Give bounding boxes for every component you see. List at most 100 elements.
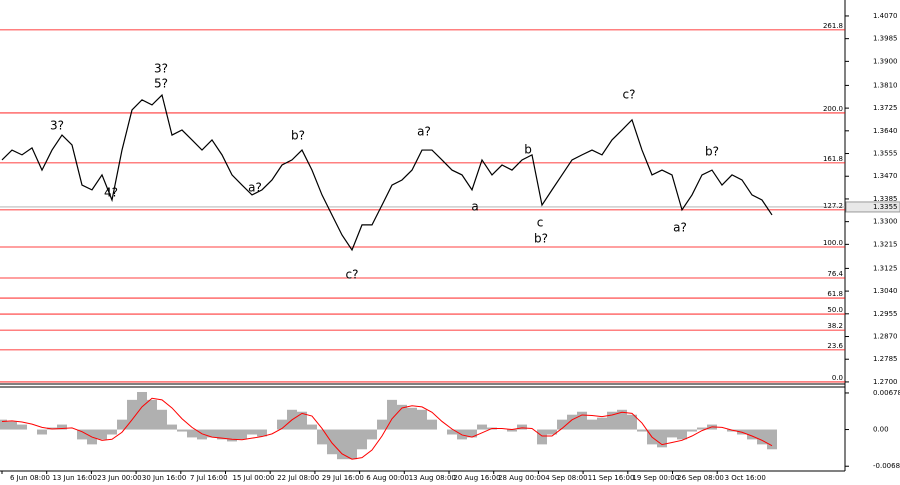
x-tick-label: 6 Aug 00:00 [366, 474, 409, 482]
histogram-bar [637, 429, 647, 432]
histogram-bar [37, 429, 47, 435]
wave-label: a? [673, 221, 687, 235]
histogram-bar [247, 429, 257, 435]
y-tick-label: 1.3300 [873, 218, 898, 226]
histogram-bar [377, 419, 387, 430]
fib-label: 161.8 [823, 155, 843, 163]
histogram-bar [477, 424, 487, 430]
y-tick-label: 1.2785 [873, 355, 898, 363]
histogram-bar [597, 417, 607, 430]
histogram-bar [627, 414, 637, 430]
histogram-bar [517, 424, 527, 430]
histogram-bar [767, 429, 777, 450]
fib-label: 50.0 [827, 306, 843, 314]
histogram-bar [7, 421, 17, 430]
y-tick-label: 1.3040 [873, 287, 898, 295]
histogram-bar [607, 411, 617, 430]
histogram-bar [197, 429, 207, 440]
wave-label: 5? [154, 77, 168, 91]
wave-label: 4? [104, 186, 118, 200]
histogram-bar [217, 429, 227, 440]
histogram-bar [447, 429, 457, 435]
y-tick-label: 1.3215 [873, 240, 898, 248]
histogram-bar [687, 429, 697, 432]
fib-label: 261.8 [823, 22, 843, 30]
wave-label: 3? [154, 62, 168, 76]
histogram-bar [387, 399, 397, 430]
wave-label: c? [623, 88, 636, 102]
histogram-bar [397, 404, 407, 430]
y-tick-label: 1.3640 [873, 127, 898, 135]
y-tick-label: 0.00678 [873, 389, 900, 397]
x-tick-label: 6 Jun 08:00 [10, 474, 50, 482]
x-tick-label: 3 Oct 16:00 [725, 474, 766, 482]
x-tick-label: 30 Jun 16:00 [142, 474, 186, 482]
histogram-bar [407, 407, 417, 430]
histogram-bar [57, 424, 67, 430]
y-tick-label: 1.3900 [873, 57, 898, 65]
y-tick-label: 1.4070 [873, 12, 898, 20]
wave-label: b [524, 143, 532, 157]
histogram-bar [577, 411, 587, 430]
histogram-bar [17, 424, 27, 430]
y-tick-label: 1.3555 [873, 150, 898, 158]
wave-label: c [537, 216, 544, 230]
histogram-bar [417, 409, 427, 430]
histogram-bar [137, 391, 147, 430]
histogram-bar [357, 429, 367, 450]
wave-label: 3? [50, 119, 64, 133]
fib-label: 38.2 [827, 322, 843, 330]
histogram-bar [667, 429, 677, 438]
histogram-bar [157, 409, 167, 430]
wave-label: b? [534, 232, 548, 246]
histogram-bar [677, 429, 687, 440]
histogram-bar [757, 429, 767, 445]
histogram-bar [567, 414, 577, 430]
histogram-bar [327, 429, 337, 455]
histogram-bar [237, 429, 247, 440]
wave-label: c? [346, 268, 359, 282]
fib-label: 100.0 [823, 239, 843, 247]
y-tick-label: 1.3725 [873, 104, 898, 112]
x-tick-label: 23 Jun 00:00 [97, 474, 141, 482]
fib-label: 23.6 [827, 342, 843, 350]
histogram-bar [167, 424, 177, 430]
histogram-bar [557, 419, 567, 430]
fib-label: 76.4 [827, 270, 843, 278]
histogram-bar [697, 427, 707, 430]
current-price-label: 1.3355 [873, 203, 898, 211]
histogram-bar [227, 429, 237, 442]
x-tick-label: 26 Sep 08:00 [677, 474, 724, 482]
x-tick-label: 15 Jul 00:00 [233, 474, 275, 482]
x-tick-label: 7 Jul 16:00 [190, 474, 228, 482]
fib-label: 61.8 [827, 290, 843, 298]
histogram-bar [587, 419, 597, 430]
x-tick-label: 13 Jun 16:00 [52, 474, 96, 482]
y-tick-label: 1.3470 [873, 172, 898, 180]
x-tick-label: 22 Jul 08:00 [277, 474, 319, 482]
histogram-bar [127, 399, 137, 430]
y-tick-label: 1.2870 [873, 333, 898, 341]
y-tick-label: 1.3985 [873, 35, 898, 43]
current-price-tag [845, 201, 900, 213]
histogram-bar [347, 429, 357, 460]
x-tick-label: 11 Sep 16:00 [588, 474, 635, 482]
histogram-bar [187, 429, 197, 438]
histogram-bar [257, 429, 267, 437]
histogram-bar [617, 409, 627, 430]
histogram-bar [117, 419, 127, 430]
y-tick-label: 1.2700 [873, 378, 898, 386]
histogram-bar [147, 399, 157, 430]
histogram-bar [277, 419, 287, 430]
x-tick-label: 19 Sep 00:00 [632, 474, 679, 482]
fib-label: 0.0 [832, 374, 843, 382]
histogram-bar [657, 429, 667, 448]
x-tick-label: 20 Aug 16:00 [453, 474, 500, 482]
histogram-bar [207, 429, 217, 438]
histogram-bar [177, 429, 187, 432]
histogram-bar [317, 429, 327, 445]
x-tick-label: 29 Jul 16:00 [322, 474, 364, 482]
histogram-bar [97, 429, 107, 440]
y-tick-label: 1.2955 [873, 310, 898, 318]
